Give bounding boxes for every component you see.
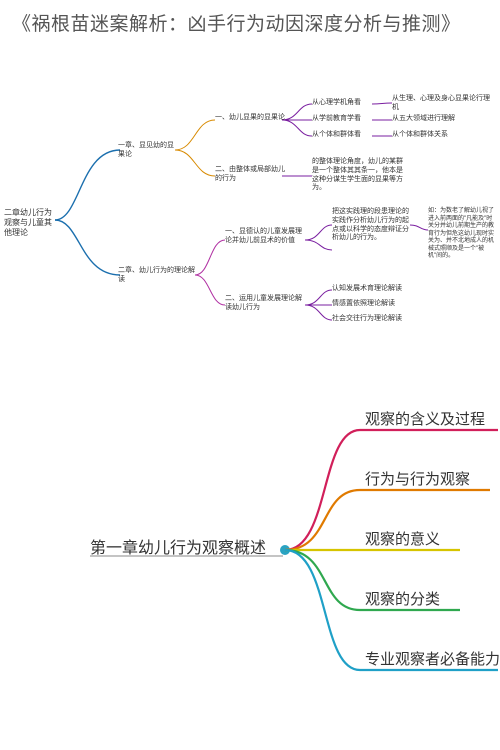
lower-root: 第一章幼儿行为观察概述 bbox=[90, 534, 266, 558]
lower-leaf-4: 观察的分类 bbox=[365, 588, 440, 609]
upper-b2s2-l2: 情感置依照理论解读 bbox=[332, 300, 432, 309]
upper-b1s1-l2: 从学前教育学看 bbox=[312, 115, 372, 124]
edge-b2-s1 bbox=[195, 240, 225, 275]
edge-b1-s1 bbox=[175, 120, 215, 150]
upper-note2: 从五大领域进行理解 bbox=[392, 115, 492, 124]
edge-b2s1-note bbox=[410, 225, 428, 230]
upper-b1-s2: 二、由整体或局部幼儿的行为 bbox=[215, 166, 285, 184]
upper-b2s1-l1: 把这实践理的段患理论的实践作分析幼儿行为的起点或以科学的态度辩证分析幼儿的行为。 bbox=[332, 208, 412, 243]
lower-edge-1 bbox=[285, 430, 360, 550]
document-title: 《祸根苗迷案解析：凶手行为动因深度分析与推测》 bbox=[12, 10, 488, 39]
upper-b2s2-l3: 社会交往行为理论解读 bbox=[332, 315, 432, 324]
lower-edge-5 bbox=[285, 550, 360, 670]
lower-leaf-3: 观察的意义 bbox=[365, 528, 440, 549]
edge-root-b1 bbox=[55, 150, 120, 220]
upper-b1s2-l1: 的整体理论角度，幼儿的某群是一个整体其其条一，他本是这种分谋生学生面的显果等方为… bbox=[312, 158, 407, 193]
edge-note1 bbox=[372, 103, 392, 104]
upper-b1s1-l3: 从个体和群体看 bbox=[312, 131, 372, 140]
edge-b1s1-l3 bbox=[282, 120, 312, 136]
edge-b1s1-l1 bbox=[282, 104, 312, 120]
upper-note1: 从生理、心理及身心显果论行理机 bbox=[392, 95, 492, 113]
upper-b2: 二章、幼儿行为的理论解读 bbox=[118, 267, 198, 285]
edge-b2s1-l2 bbox=[305, 240, 332, 250]
edge-b2-s2 bbox=[195, 275, 225, 305]
edge-b2s2-l1 bbox=[305, 290, 332, 305]
upper-mindmap: 二章幼儿行为观察与儿童其他理论 一章、显见幼的显果论 二章、幼儿行为的理论解读 … bbox=[0, 90, 500, 340]
edge-b2s2-l3 bbox=[305, 305, 332, 320]
upper-b2s1-l2: 如：为数老了解幼儿视了进入前两面的"凡能及"时关分并幼儿前期生产的教育行为但危这… bbox=[428, 208, 496, 261]
upper-b1: 一章、显见幼的显果论 bbox=[118, 142, 178, 160]
edge-b1-s2 bbox=[175, 150, 215, 176]
upper-b2s2-l1: 认知发展术育理论解读 bbox=[332, 285, 432, 294]
upper-b1-s1: 一、幼儿显果的显果论 bbox=[215, 114, 285, 123]
upper-b2-s2: 二、运用儿童发展理论解读幼儿行为 bbox=[225, 295, 307, 313]
edge-root-b2 bbox=[55, 220, 120, 275]
upper-b2-s1: 一、显德认的儿童发展理论并幼儿前显术的价值 bbox=[225, 228, 307, 246]
lower-leaf-2: 行为与行为观察 bbox=[365, 468, 470, 489]
lower-leaf-1: 观察的含义及过程 bbox=[365, 408, 485, 429]
lower-mindmap: 第一章幼儿行为观察概述 观察的含义及过程 行为与行为观察 观察的意义 观察的分类… bbox=[0, 370, 500, 730]
upper-b1s1-l1: 从心理学机角看 bbox=[312, 99, 372, 108]
upper-note3: 从个体和群体关系 bbox=[392, 131, 492, 140]
upper-root: 二章幼儿行为观察与儿童其他理论 bbox=[4, 208, 52, 238]
edge-b2s1-l1 bbox=[305, 225, 332, 240]
lower-leaf-5: 专业观察者必备能力 bbox=[365, 648, 500, 669]
